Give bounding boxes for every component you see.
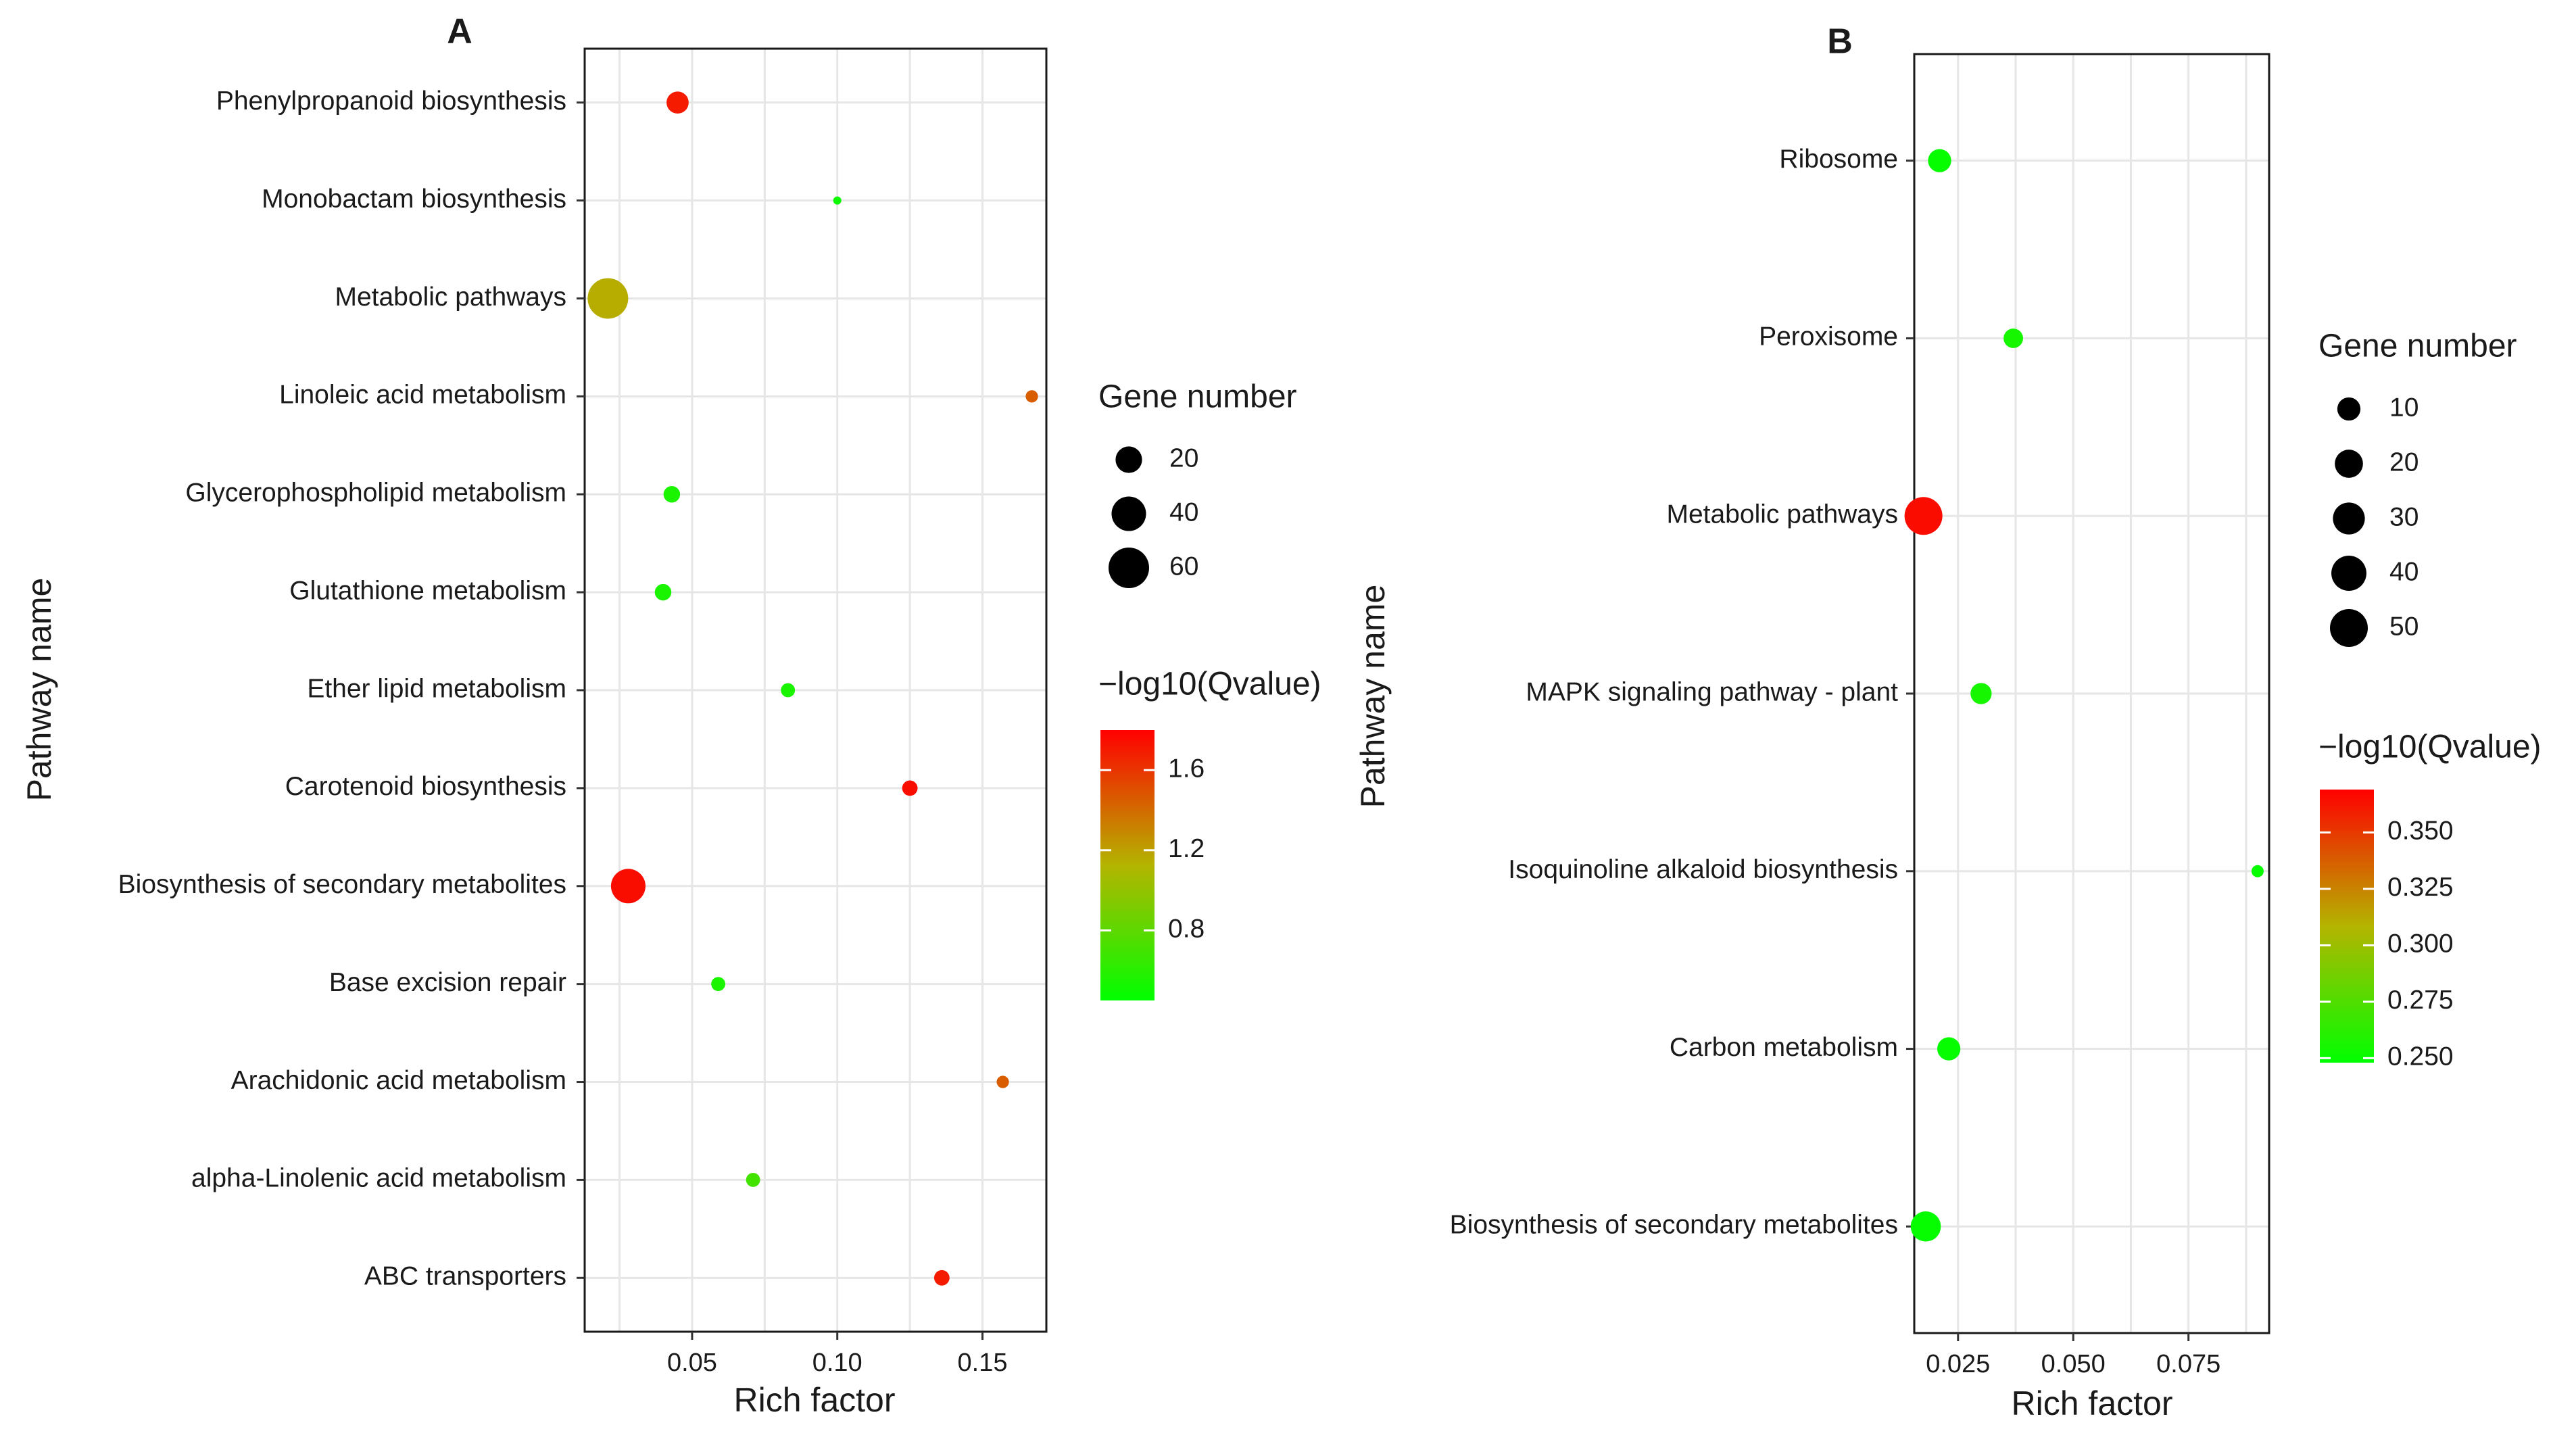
panel-b-color-legend-label-4: 0.250 [2387,1042,2454,1071]
panel-b-point-0 [1928,149,1951,172]
panel-a-category-label-1: Monobactam biosynthesis [262,185,566,214]
panel-b-color-legend-label-0: 0.350 [2387,817,2454,846]
panel-b-point-5 [1937,1037,1961,1061]
panel-a-point-10 [996,1076,1009,1088]
panel-a-point-0 [666,91,689,114]
panel-a-category-label-10: Arachidonic acid metabolism [231,1066,566,1095]
panel-b-category-label-0: Ribosome [1779,145,1898,174]
panel-b-color-legend-label-1: 0.325 [2387,873,2454,902]
panel-a-x-axis-title: Rich factor [734,1381,896,1419]
panel-b-x-tick-label-0: 0.025 [1926,1350,1990,1378]
panel-b-point-1 [2003,329,2024,348]
panel-a-color-bar [1100,730,1155,1000]
panel-a-point-5 [654,583,672,601]
panel-a-category-label-11: alpha-Linolenic acid metabolism [191,1164,566,1193]
panel-a-point-8 [610,869,646,904]
panel-b-size-legend-key-3 [2331,556,2366,591]
panel-a-size-legend-title: Gene number [1098,379,1297,415]
panel-a-color-legend-label-2: 0.8 [1168,915,1205,944]
panel-a-x-tick-label-0: 0.05 [667,1349,717,1377]
panel-b-category-label-5: Carbon metabolism [1670,1033,1898,1062]
panel-a-color-legend-label-0: 1.6 [1168,754,1205,783]
panel-a-point-4 [663,485,681,503]
panel-a-x-tick-label-2: 0.15 [958,1349,1008,1377]
panel-a-color-legend-label-1: 1.2 [1168,834,1205,863]
panel-a-color-legend-title: −log10(Qvalue) [1098,667,1321,702]
panel-a-x-tick-label-1: 0.10 [812,1349,862,1377]
panel-b-point-4 [2251,865,2264,877]
panel-a-y-axis-title: Pathway name [20,578,58,802]
panel-a-category-label-7: Carotenoid biosynthesis [285,772,566,801]
panel-b-category-label-2: Metabolic pathways [1666,500,1898,529]
panel-a-category-label-4: Glycerophospholipid metabolism [185,479,566,508]
panel-a-size-legend-key-2 [1109,548,1149,588]
panel-b-color-legend-label-2: 0.300 [2387,929,2454,959]
panel-a-point-7 [902,780,918,796]
panel-a-letter: A [447,12,472,51]
panel-a-category-label-6: Ether lipid metabolism [307,674,566,703]
panel-b-category-label-1: Peroxisome [1759,322,1898,352]
panel-b-category-label-6: Biosynthesis of secondary metabolites [1450,1211,1898,1240]
panel-b-color-legend-title: −log10(Qvalue) [2318,729,2542,765]
panel-b-size-legend-key-2 [2333,502,2365,535]
panel-a-point-2 [587,278,629,319]
panel-a-category-label-12: ABC transporters [364,1262,566,1291]
panel-a-size-legend-label-0: 20 [1169,443,1198,473]
panel-b-point-3 [1970,683,1992,704]
panel-b-x-tick-label-2: 0.075 [2156,1350,2220,1378]
panel-b-size-legend-title: Gene number [2318,329,2517,364]
panel-b-color-bar [2320,790,2374,1063]
panel-a-point-6 [781,683,796,698]
panel-a-category-label-3: Linoleic acid metabolism [279,381,566,410]
panel-a-point-3 [1025,390,1038,403]
panel-a-category-label-9: Base excision repair [329,968,566,997]
panel-a-category-label-5: Glutathione metabolism [289,576,566,605]
panel-b-size-legend-label-1: 20 [2389,448,2419,477]
panel-b-x-tick-label-1: 0.050 [2041,1350,2106,1378]
panel-b-y-axis-title: Pathway name [1354,585,1392,808]
panel-a-size-legend-label-2: 60 [1169,552,1198,581]
panel-a-category-label-2: Metabolic pathways [335,283,566,312]
panel-a-category-label-0: Phenylpropanoid biosynthesis [216,87,566,116]
panel-a-size-legend-label-1: 40 [1169,498,1198,527]
panel-b-size-legend-key-1 [2335,450,2363,478]
panel-b-point-2 [1904,497,1943,535]
panel-b-category-label-4: Isoquinoline alkaloid biosynthesis [1508,855,1898,884]
panel-b-size-legend-label-4: 50 [2389,612,2419,641]
panel-a-point-1 [833,196,842,205]
panel-b-size-legend-key-0 [2337,397,2361,421]
panel-b-size-legend-label-2: 30 [2389,502,2419,531]
panel-b-x-axis-title: Rich factor [2012,1384,2173,1422]
panel-a-size-legend-key-0 [1115,446,1142,473]
panel-b-letter: B [1827,22,1853,62]
panel-b-point-6 [1910,1211,1941,1242]
panel-b-size-legend-label-3: 40 [2389,557,2419,586]
panel-b-color-legend-label-3: 0.275 [2387,986,2454,1015]
panel-a-point-11 [746,1173,760,1187]
panel-a-category-label-8: Biosynthesis of secondary metabolites [118,870,566,899]
panel-a-size-legend-key-1 [1111,496,1146,531]
panel-b-size-legend-key-4 [2330,609,2368,647]
panel-a-point-9 [711,977,726,992]
panel-b-category-label-3: MAPK signaling pathway - plant [1526,677,1898,706]
panel-a-point-12 [933,1270,950,1286]
panel-b-size-legend-label-0: 10 [2389,393,2419,422]
